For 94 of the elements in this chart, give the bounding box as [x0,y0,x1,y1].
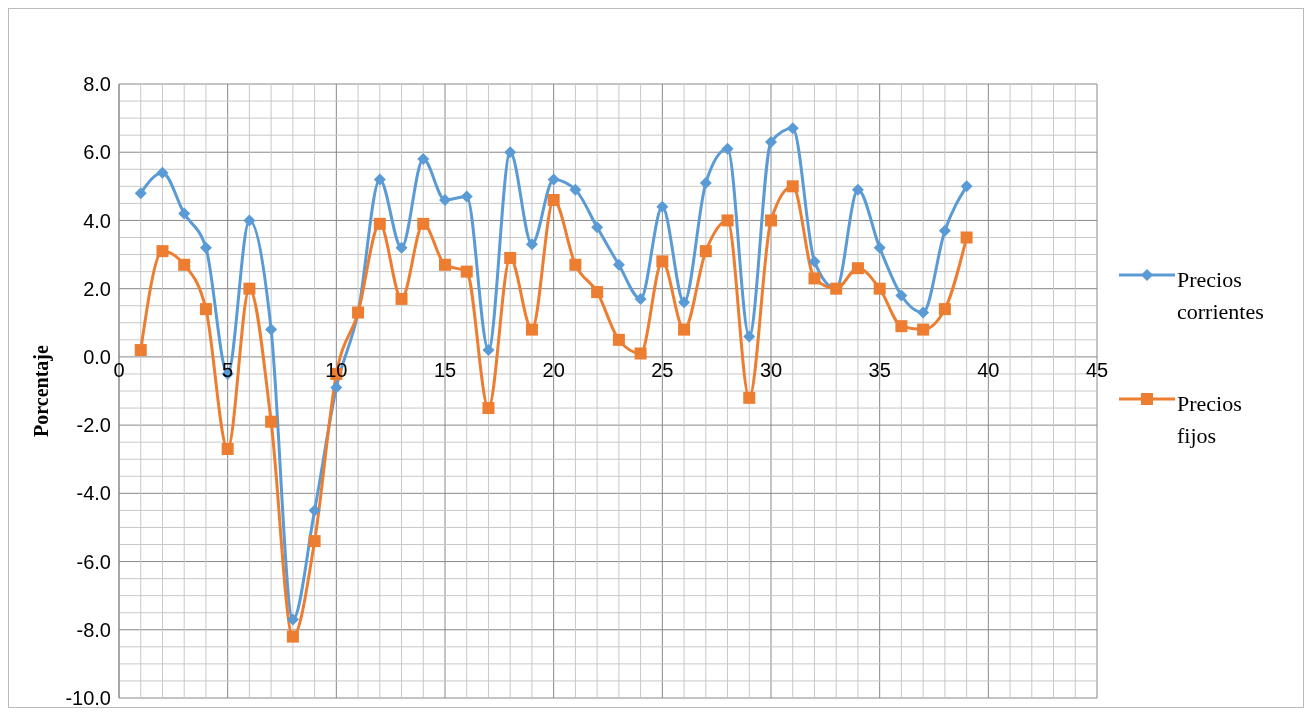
point [743,330,756,343]
x-tick-label: 40 [977,358,1000,381]
point [873,241,886,254]
point [134,187,147,200]
point [786,122,799,135]
point [634,292,647,305]
x-tick-label: 30 [759,358,783,381]
point [286,630,299,643]
legend-label: Precios corrientes [1177,266,1265,326]
point [656,200,669,213]
x-tick-label: 0 [113,358,125,381]
point [699,245,712,258]
point [873,282,886,295]
point [417,153,430,166]
point [178,258,191,271]
point [439,258,451,271]
point [243,214,256,227]
point [765,214,777,227]
point [265,415,278,428]
point [547,193,560,206]
point [851,262,864,275]
y-tick-label: -10.0 [65,687,111,710]
point [460,265,473,278]
point [308,535,321,548]
point [656,255,669,268]
point [265,323,278,336]
point [895,320,908,333]
y-tick-label: -4.0 [76,482,111,505]
point [156,166,169,179]
y-tick-label: 8.0 [83,73,111,96]
point [612,258,625,271]
point [851,183,864,196]
point [504,251,517,264]
point [808,255,821,268]
point [504,146,517,159]
point [678,323,691,336]
y-axis-title: Porcentaje [30,344,54,437]
point [569,258,582,271]
point [395,241,408,254]
x-tick-label: 5 [222,358,234,381]
point [938,224,951,237]
legend-label: Precios fijos [1177,390,1243,450]
y-tick-label: 0.0 [83,345,111,368]
y-tick-label: -2.0 [76,414,111,437]
point [786,180,799,193]
point [895,289,908,302]
point [743,391,756,404]
point [678,296,691,309]
x-tick-label: 15 [433,358,457,381]
point [917,323,930,336]
y-tick-label: 4.0 [83,209,111,232]
point [417,217,430,230]
y-tick-label: 6.0 [83,141,111,164]
point [199,241,212,254]
point [808,272,821,285]
point [721,142,734,155]
x-tick-label: 35 [868,358,891,381]
point [221,442,234,455]
point [286,613,299,626]
point [960,180,973,193]
point [243,282,256,295]
point [917,306,930,319]
point [373,173,386,186]
x-tick-label: 45 [1085,358,1109,381]
point [178,207,191,220]
point [460,190,473,203]
point [634,347,647,360]
y-tick-label: -6.0 [76,550,111,573]
x-tick-label: 25 [651,358,674,381]
point [960,231,973,244]
point [308,504,321,517]
point [330,381,343,394]
point [721,214,734,227]
point [482,344,495,357]
point [525,238,538,251]
point [525,323,538,336]
point [569,183,582,196]
point [612,333,625,346]
point [199,303,212,316]
point [547,173,560,186]
point [373,217,386,230]
x-tick-label: 20 [542,358,565,381]
point [395,292,408,305]
point [591,221,604,234]
y-tick-label: -8.0 [76,618,111,641]
point [699,176,712,189]
point [591,286,604,299]
point [134,344,147,357]
y-tick-label: 2.0 [83,277,111,300]
point [765,135,777,148]
point [482,402,495,415]
point [156,245,169,258]
point [439,193,451,206]
point [938,303,951,316]
